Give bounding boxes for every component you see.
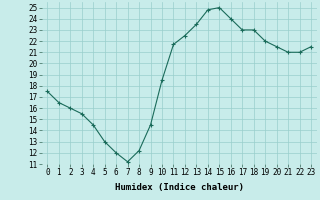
X-axis label: Humidex (Indice chaleur): Humidex (Indice chaleur) xyxy=(115,183,244,192)
